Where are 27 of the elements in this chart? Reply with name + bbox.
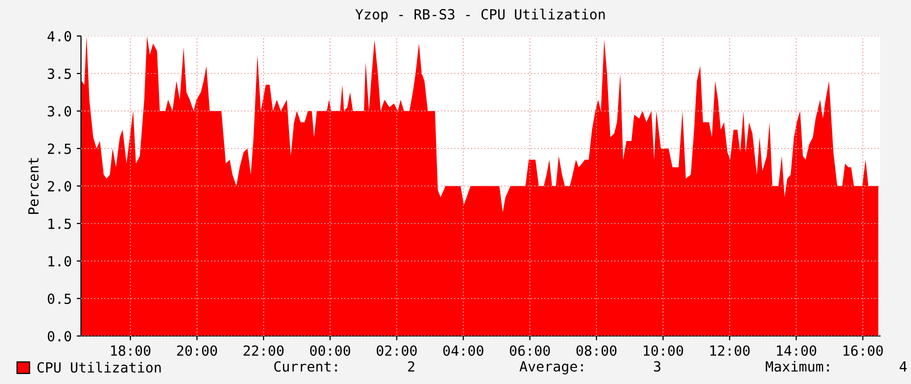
x-tick-label: 12:00 <box>710 345 750 356</box>
x-tick-label: 18:00 <box>111 345 150 356</box>
y-tick-label: 2.0 <box>48 181 72 192</box>
y-tick-label: 3.5 <box>48 68 71 80</box>
x-tick-label: 16:00 <box>844 345 883 356</box>
x-tick-label: 20:00 <box>177 345 217 356</box>
chart-title: Yzop - RB-S3 - CPU Utilization <box>355 8 605 22</box>
text: Average: 3 <box>520 361 660 374</box>
x-tick-label: 10:00 <box>644 345 684 356</box>
y-tick-label: 1.0 <box>48 256 72 267</box>
x-tick-label: 06:00 <box>510 345 550 356</box>
text: Maximum: 4 <box>766 360 907 372</box>
y-axis-title: Percent <box>28 158 39 214</box>
series-label: CPU Utilization <box>37 362 161 373</box>
y-tick-label: 0.0 <box>48 331 72 342</box>
x-tick-label: 02:00 <box>376 345 417 356</box>
y-tick-label: 1.5 <box>48 218 71 230</box>
text: Current: 2 <box>274 361 414 372</box>
x-tick-label: 14:00 <box>776 345 816 356</box>
x-tick-label: 04:00 <box>443 345 484 356</box>
y-tick-label: 2.5 <box>48 144 71 154</box>
y-tick-label: 4.0 <box>48 31 72 42</box>
x-tick-label: 08:00 <box>576 345 616 356</box>
x-tick-label: 00:00 <box>310 345 350 356</box>
y-tick-label: 3.0 <box>48 106 72 117</box>
x-tick-label: 22:00 <box>244 345 284 356</box>
y-tick-label: 0.5 <box>48 294 71 304</box>
